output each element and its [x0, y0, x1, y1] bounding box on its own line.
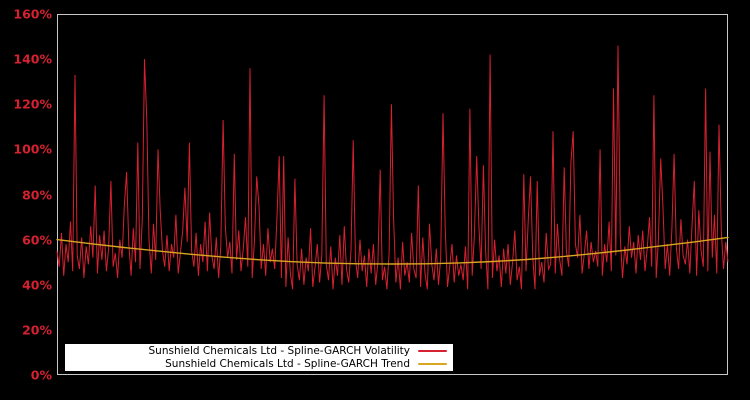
y-tick-label: 60%: [22, 232, 52, 248]
legend-row-volatility: Sunshield Chemicals Ltd - Spline-GARCH V…: [65, 345, 453, 358]
y-tick-label: 160%: [13, 6, 52, 22]
volatility-line: [56, 45, 729, 290]
y-tick-label: 0%: [30, 367, 52, 383]
legend-line-sample-trend: [418, 363, 447, 365]
legend-row-trend: Sunshield Chemicals Ltd - Spline-GARCH T…: [65, 358, 453, 371]
legend-label-volatility: Sunshield Chemicals Ltd - Spline-GARCH V…: [148, 344, 410, 357]
legend-label-trend: Sunshield Chemicals Ltd - Spline-GARCH T…: [165, 357, 410, 370]
trend-line: [56, 236, 729, 265]
y-tick-label: 40%: [22, 277, 52, 293]
y-tick-label: 120%: [13, 96, 52, 112]
plot-border: [57, 14, 728, 375]
y-tick-label: 80%: [22, 187, 52, 202]
legend: Sunshield Chemicals Ltd - Spline-GARCH V…: [65, 344, 453, 371]
y-tick-label: 140%: [13, 51, 52, 67]
legend-line-sample-volatility: [418, 350, 447, 352]
y-tick-label: 20%: [22, 322, 52, 338]
y-tick-label: 100%: [13, 141, 52, 157]
